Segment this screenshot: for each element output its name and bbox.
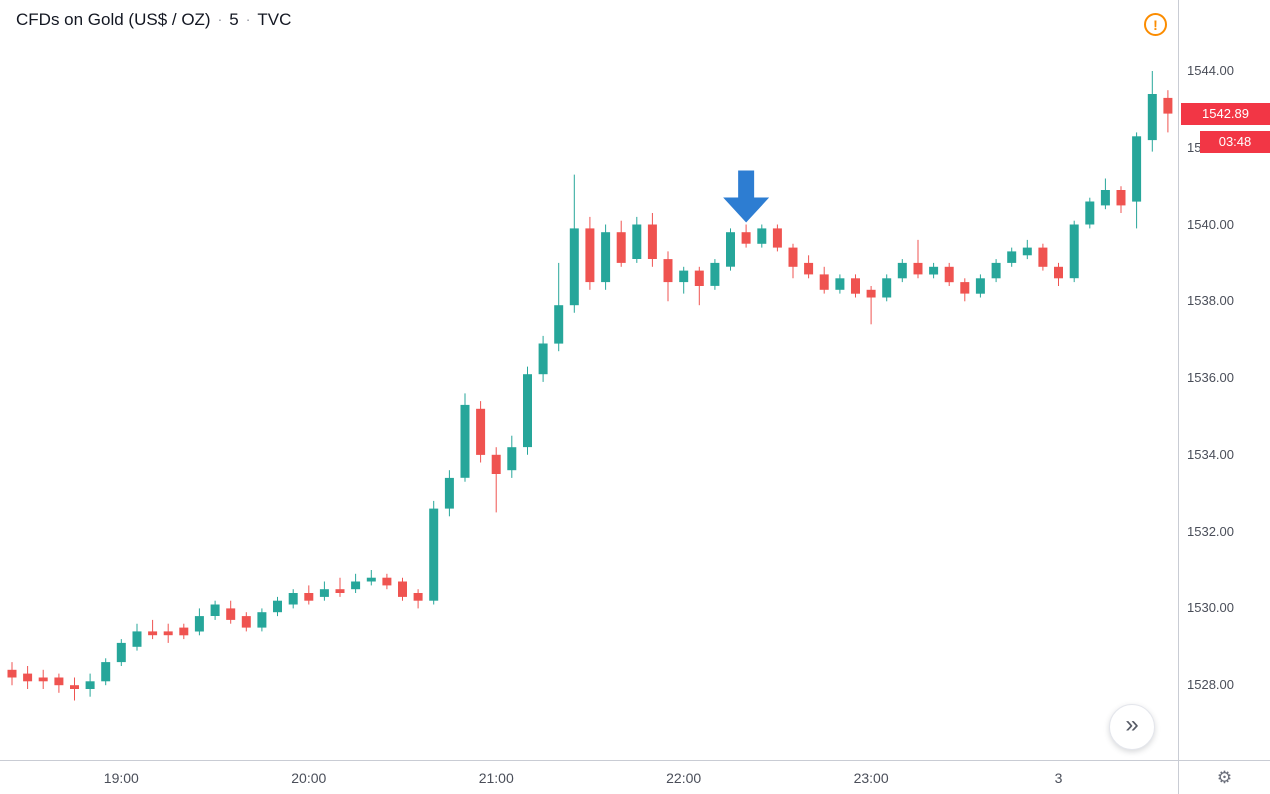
- scroll-to-realtime-button[interactable]: »: [1109, 704, 1155, 750]
- price-axis-label: 1538.00: [1187, 293, 1234, 309]
- chart-legend[interactable]: CFDs on Gold (US$ / OZ) · 5 · TVC: [16, 10, 291, 30]
- time-axis-label: 21:00: [478, 770, 514, 786]
- last-price-badge: 1542.89: [1181, 102, 1270, 125]
- exclamation-glyph: !: [1153, 16, 1158, 33]
- time-axis[interactable]: 19:00 20:00 21:00 22:00 23:00 3: [0, 760, 1178, 794]
- price-axis-label: 1528.00: [1187, 677, 1234, 693]
- price-axis-label: 1534.00: [1187, 446, 1234, 462]
- data-warning-icon[interactable]: !: [1144, 13, 1167, 36]
- double-chevron-right-icon: »: [1125, 711, 1139, 738]
- time-axis-label: 23:00: [853, 770, 889, 786]
- candlestick-series: [7, 71, 1173, 701]
- gear-icon[interactable]: ⚙: [1216, 767, 1233, 787]
- time-axis-label: 19:00: [103, 770, 139, 786]
- last-price-value: 1542.89: [1202, 106, 1249, 122]
- countdown-value: 03:48: [1218, 134, 1252, 150]
- price-axis-label: 1536.00: [1187, 370, 1234, 386]
- chart-plot-area[interactable]: [0, 0, 1178, 760]
- symbol-title[interactable]: CFDs on Gold (US$ / OZ): [16, 10, 211, 29]
- price-axis[interactable]: 1542.89 03:48 1544.001542.001540.001538.…: [1178, 0, 1270, 760]
- price-axis-label: 1544.00: [1187, 63, 1234, 78]
- interval-label[interactable]: 5: [229, 10, 239, 29]
- time-axis-label: 3: [1054, 770, 1063, 786]
- bar-countdown-badge: 03:48: [1200, 130, 1270, 153]
- exchange-label[interactable]: TVC: [257, 10, 292, 29]
- legend-separator: ·: [245, 11, 251, 27]
- time-axis-label: 22:00: [666, 770, 702, 786]
- axis-settings-corner: ⚙: [1178, 760, 1270, 794]
- price-axis-label: 1530.00: [1187, 600, 1234, 616]
- time-axis-label: 20:00: [291, 770, 327, 786]
- legend-separator: ·: [217, 11, 223, 27]
- price-axis-label: 1532.00: [1187, 523, 1234, 539]
- arrow-down-annotation: [723, 170, 770, 223]
- price-axis-label: 1540.00: [1187, 216, 1234, 232]
